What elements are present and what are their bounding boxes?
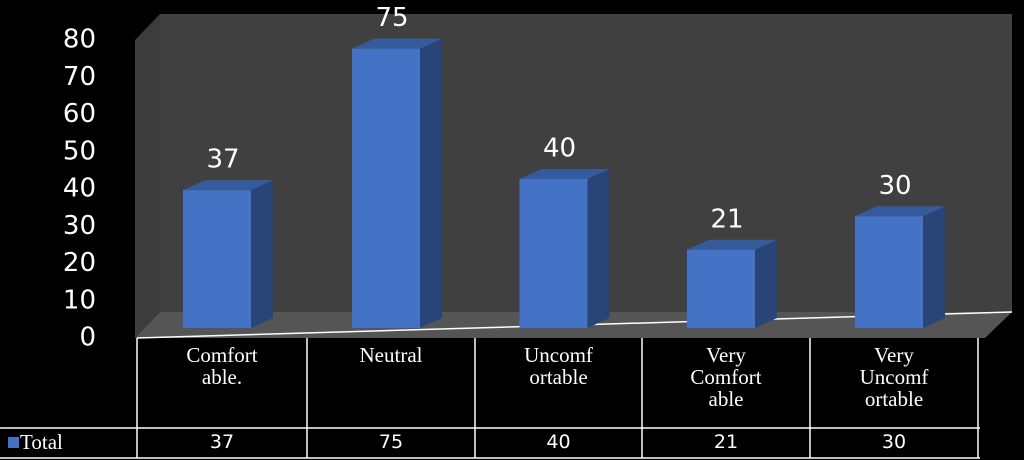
y-tick-label: 70 <box>63 62 96 92</box>
category-text: Comfort able. <box>186 343 258 389</box>
bar-top <box>687 239 777 250</box>
table-value: 75 <box>378 431 404 453</box>
category-text: Very Uncomf ortable <box>859 343 929 411</box>
data-label: 37 <box>206 145 239 175</box>
category-text: Neutral <box>359 343 423 367</box>
y-tick-label: 60 <box>63 99 96 129</box>
bar-top <box>855 206 945 217</box>
table-value: 40 <box>546 431 571 453</box>
bar-front <box>855 216 923 328</box>
bar-top <box>352 38 442 49</box>
bar-side <box>923 206 945 328</box>
bar-front <box>352 48 420 328</box>
data-label: 40 <box>543 134 576 164</box>
category-label: Very Uncomf ortable <box>810 344 978 410</box>
data-label: 75 <box>375 3 408 33</box>
y-tick-label: 40 <box>63 174 96 204</box>
bar-side <box>251 180 273 328</box>
bar-front <box>519 179 588 328</box>
y-tick-label: 0 <box>79 323 96 353</box>
category-label: Very Comfort able <box>642 344 810 410</box>
table-value: 37 <box>209 431 235 453</box>
category-label: Neutral <box>307 344 475 366</box>
bar <box>519 169 610 328</box>
bar-top <box>183 180 273 191</box>
y-tick-label: 50 <box>63 136 96 166</box>
data-label: 21 <box>710 204 743 234</box>
y-tick-label: 30 <box>63 211 96 241</box>
legend-label: Total <box>20 430 63 454</box>
y-tick-label: 10 <box>63 285 96 315</box>
category-text: Uncomf ortable <box>524 343 593 389</box>
bar-front <box>183 190 251 328</box>
bar-side <box>587 169 610 328</box>
bar-top <box>519 169 610 179</box>
bar-side <box>420 38 442 328</box>
bar-front <box>687 249 755 328</box>
table-value: 30 <box>881 431 907 453</box>
y-tick-label: 20 <box>63 248 96 278</box>
category-label: Uncomf ortable <box>475 344 642 388</box>
y-tick-label: 80 <box>63 25 96 55</box>
legend-key <box>8 437 19 448</box>
category-label: Comfort able. <box>137 344 307 388</box>
category-text: Very Comfort able <box>690 343 762 411</box>
bar <box>352 38 442 328</box>
bar-side <box>755 239 777 328</box>
bar <box>855 206 945 328</box>
bar <box>183 180 273 328</box>
bar <box>687 239 777 328</box>
table-value: 21 <box>713 431 739 453</box>
data-label: 30 <box>878 171 911 201</box>
